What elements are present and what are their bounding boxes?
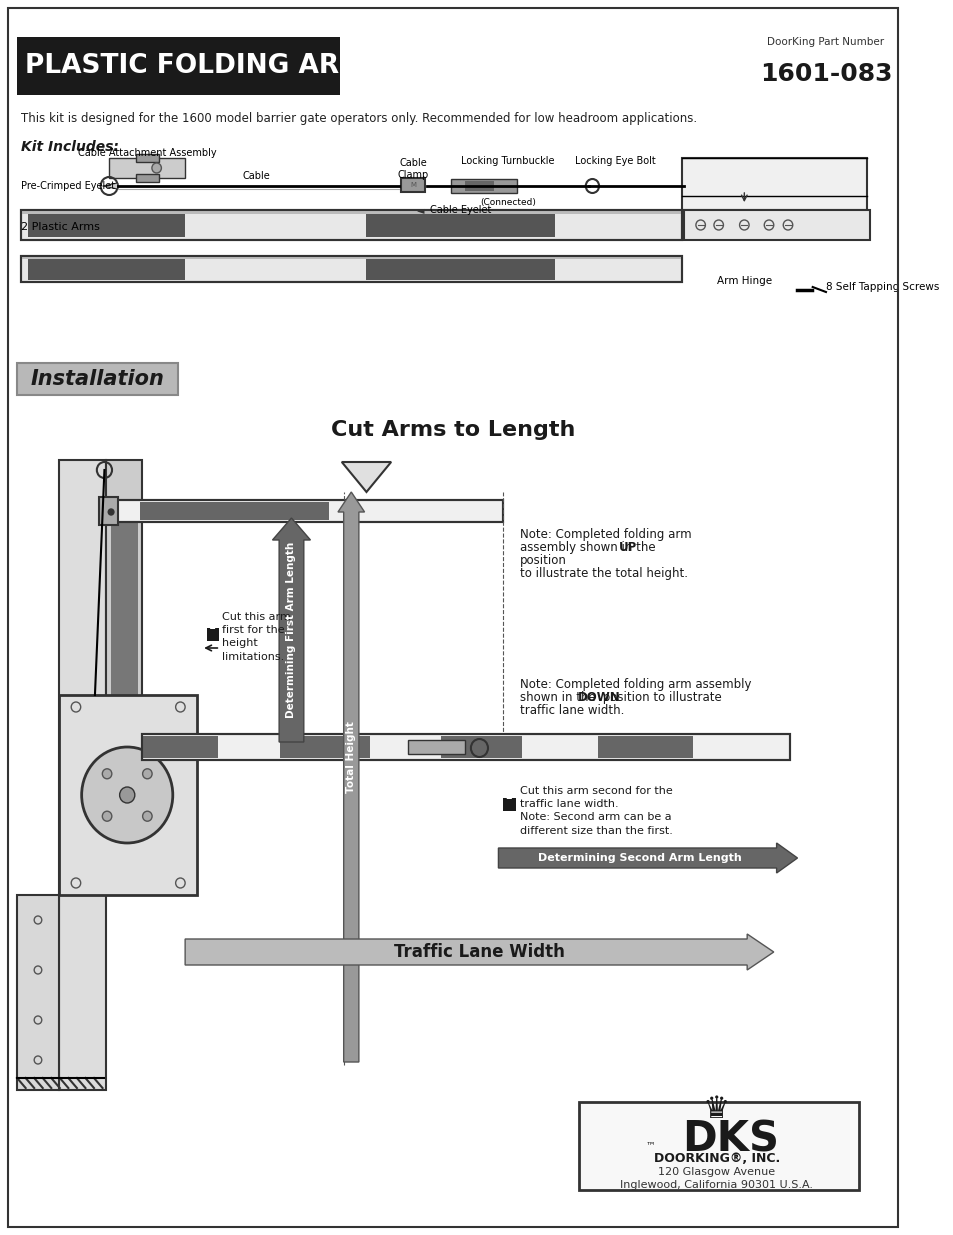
Bar (408, 740, 465, 755)
Bar (578, 1102, 859, 1191)
Polygon shape (102, 183, 117, 189)
Bar (21, 256, 681, 282)
Text: DKS: DKS (681, 1119, 779, 1161)
Text: Locking Turnbuckle: Locking Turnbuckle (460, 156, 554, 165)
Bar (21, 210, 681, 240)
Bar (17, 363, 178, 395)
Text: Cut this arm
first for the
height
limitations.: Cut this arm first for the height limita… (222, 613, 291, 662)
Text: Total Height: Total Height (346, 721, 355, 793)
Text: Arm Hinge: Arm Hinge (716, 275, 771, 287)
Bar (683, 210, 869, 240)
Bar (465, 182, 493, 191)
Text: shown in the: shown in the (519, 692, 599, 704)
Text: assembly shown in the: assembly shown in the (519, 541, 659, 555)
Text: Cable
Clamp: Cable Clamp (397, 158, 428, 179)
Text: 1601-083: 1601-083 (759, 62, 891, 86)
Bar (29, 259, 185, 280)
Bar (98, 496, 117, 525)
Circle shape (152, 163, 161, 173)
Bar (106, 459, 142, 745)
Bar (400, 178, 425, 191)
Circle shape (102, 811, 112, 821)
Text: 2: 2 (505, 790, 512, 802)
Bar (598, 736, 692, 758)
Text: PLASTIC FOLDING ARM KIT: PLASTIC FOLDING ARM KIT (25, 53, 422, 79)
FancyArrow shape (497, 844, 797, 873)
Bar (142, 736, 218, 758)
Text: Note: Completed folding arm: Note: Completed folding arm (519, 529, 691, 541)
Text: DOWN: DOWN (578, 692, 620, 704)
Bar (106, 500, 502, 522)
Text: ™: ™ (645, 1140, 655, 1150)
Bar (106, 500, 502, 522)
Circle shape (119, 787, 134, 803)
Text: Cut Arms to Length: Cut Arms to Length (331, 420, 575, 440)
Polygon shape (341, 462, 391, 492)
Bar (139, 501, 329, 520)
Bar (135, 154, 158, 162)
Bar (21, 256, 681, 282)
Bar (111, 520, 137, 710)
Text: Pre-Crimped Eyelet: Pre-Crimped Eyelet (21, 182, 115, 191)
Bar (207, 629, 219, 641)
FancyArrow shape (185, 934, 773, 969)
Text: position: position (519, 555, 566, 567)
Bar (109, 158, 185, 178)
Bar (142, 734, 789, 760)
Bar (365, 214, 555, 237)
Bar (21, 210, 681, 214)
Bar (135, 174, 158, 182)
Circle shape (142, 811, 152, 821)
Text: 2 Plastic Arms: 2 Plastic Arms (21, 222, 100, 232)
Text: M: M (410, 182, 416, 188)
Bar (185, 214, 365, 237)
Text: (Connected): (Connected) (479, 198, 536, 207)
Text: Cut this arm second for the
traffic lane width.
Note: Second arm can be a
differ: Cut this arm second for the traffic lane… (519, 785, 673, 836)
Bar (59, 459, 106, 1091)
Bar (59, 695, 196, 895)
Text: This kit is designed for the 1600 model barrier gate operators only. Recommended: This kit is designed for the 1600 model … (21, 112, 697, 125)
Bar (17, 37, 339, 95)
Text: Note: Completed folding arm assembly: Note: Completed folding arm assembly (519, 678, 751, 692)
Bar (502, 798, 515, 811)
Text: ♛: ♛ (702, 1095, 730, 1125)
Bar (17, 895, 59, 1091)
Bar (185, 259, 365, 280)
Circle shape (82, 747, 172, 844)
Text: 120 Glasgow Avenue: 120 Glasgow Avenue (658, 1167, 775, 1177)
Text: Cable Eyelet: Cable Eyelet (430, 205, 491, 215)
Text: Cable Attachment Assembly: Cable Attachment Assembly (78, 148, 216, 158)
Text: 1: 1 (209, 621, 215, 631)
Bar (441, 736, 521, 758)
Circle shape (108, 509, 113, 515)
Bar (280, 736, 370, 758)
FancyArrow shape (337, 492, 364, 1062)
Bar (29, 214, 185, 237)
Text: position to illustrate: position to illustrate (598, 692, 721, 704)
Text: UP: UP (618, 541, 636, 555)
Text: to illustrate the total height.: to illustrate the total height. (519, 567, 687, 580)
Bar (21, 256, 681, 259)
Text: Installation: Installation (30, 369, 165, 389)
FancyArrow shape (273, 517, 310, 742)
Bar (681, 158, 866, 210)
Text: 8 Self Tapping Screws: 8 Self Tapping Screws (825, 282, 939, 291)
Text: Determining First Arm Length: Determining First Arm Length (286, 542, 296, 718)
Text: ◄: ◄ (416, 205, 424, 215)
Circle shape (142, 768, 152, 779)
Text: Inglewood, California 90301 U.S.A.: Inglewood, California 90301 U.S.A. (619, 1179, 813, 1191)
Bar (451, 179, 517, 193)
Bar (142, 734, 789, 760)
Text: Kit Includes:: Kit Includes: (21, 140, 118, 154)
Text: DOORKING®, INC.: DOORKING®, INC. (653, 1151, 780, 1165)
Bar (21, 210, 681, 240)
Text: Traffic Lane Width: Traffic Lane Width (394, 944, 564, 961)
Circle shape (102, 768, 112, 779)
Text: traffic lane width.: traffic lane width. (519, 704, 624, 718)
Text: Cable: Cable (242, 170, 270, 182)
Bar (365, 259, 555, 280)
Text: DoorKing Part Number: DoorKing Part Number (766, 37, 883, 47)
Text: Locking Eye Bolt: Locking Eye Bolt (575, 156, 655, 165)
Text: Determining Second Arm Length: Determining Second Arm Length (537, 853, 741, 863)
